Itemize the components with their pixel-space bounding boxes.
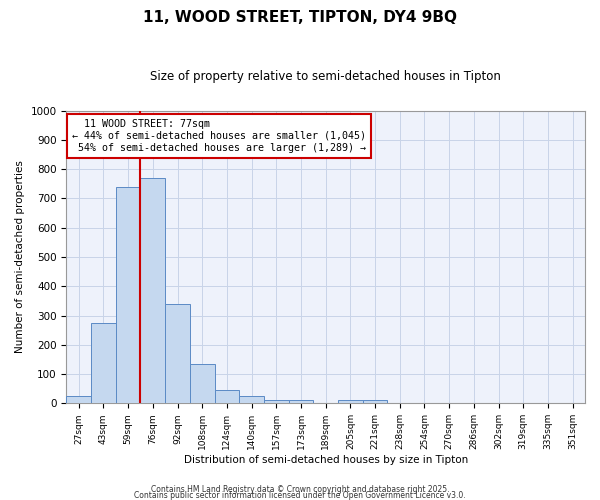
Text: 11 WOOD STREET: 77sqm
← 44% of semi-detached houses are smaller (1,045)
 54% of : 11 WOOD STREET: 77sqm ← 44% of semi-deta… [71, 120, 365, 152]
X-axis label: Distribution of semi-detached houses by size in Tipton: Distribution of semi-detached houses by … [184, 455, 468, 465]
Y-axis label: Number of semi-detached properties: Number of semi-detached properties [15, 160, 25, 354]
Bar [264, 400, 289, 404]
Bar [91, 323, 116, 404]
Bar [190, 364, 215, 404]
Bar [140, 178, 165, 404]
Bar [338, 400, 363, 404]
Bar [165, 304, 190, 404]
Bar [363, 400, 388, 404]
Bar [116, 186, 140, 404]
Bar [67, 396, 91, 404]
Text: Contains HM Land Registry data © Crown copyright and database right 2025.: Contains HM Land Registry data © Crown c… [151, 484, 449, 494]
Bar [289, 400, 313, 404]
Text: Contains public sector information licensed under the Open Government Licence v3: Contains public sector information licen… [134, 490, 466, 500]
Title: Size of property relative to semi-detached houses in Tipton: Size of property relative to semi-detach… [150, 70, 501, 83]
Bar [215, 390, 239, 404]
Text: 11, WOOD STREET, TIPTON, DY4 9BQ: 11, WOOD STREET, TIPTON, DY4 9BQ [143, 10, 457, 25]
Bar [239, 396, 264, 404]
